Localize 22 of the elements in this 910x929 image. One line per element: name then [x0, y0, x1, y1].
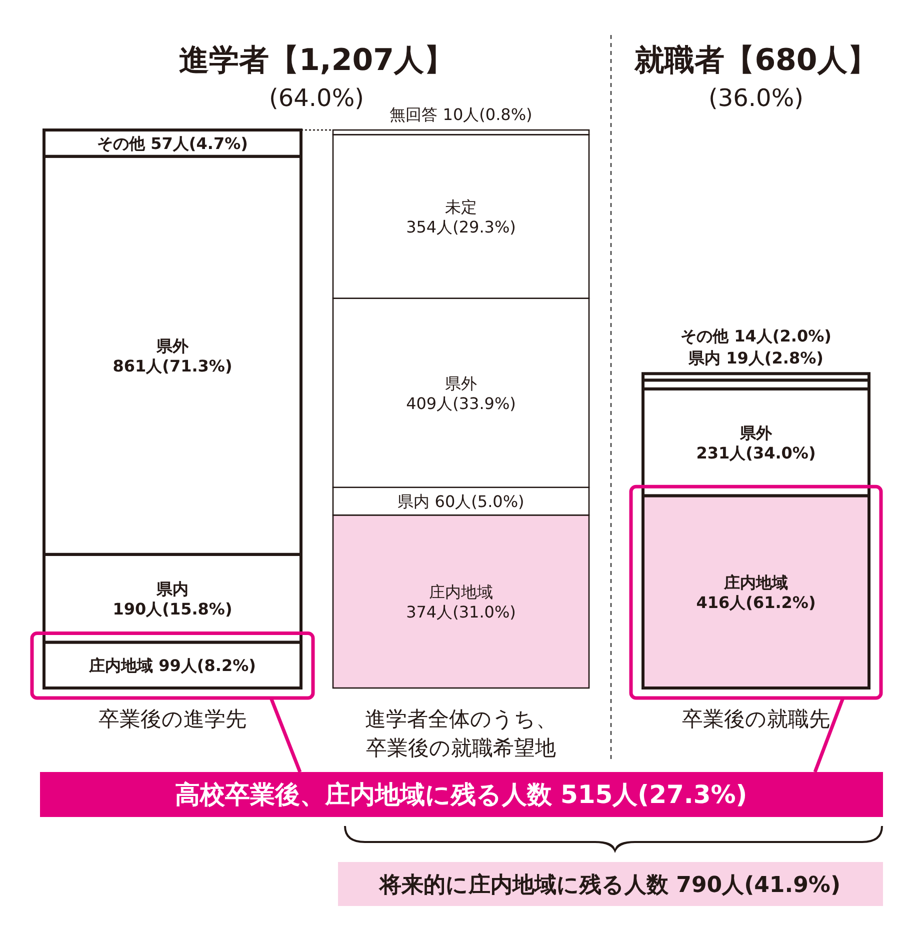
data-label: 県内 60人(5.0%): [398, 492, 524, 512]
data-label: 県外 231人(34.0%): [696, 423, 816, 462]
text: (36.0%): [708, 84, 804, 112]
data-label: 未定 354人(29.3%): [406, 197, 516, 236]
data-label: その他 57人(4.7%): [97, 134, 248, 154]
data-label: 無回答 10人(0.8%): [390, 105, 532, 124]
x-tick-label: 卒業後の就職先: [682, 707, 830, 731]
data-label: 県内 19人(2.8%): [688, 348, 824, 368]
data-label: その他 14人(2.0%): [680, 326, 832, 346]
text: 就職者【680人】: [634, 43, 878, 78]
data-label: 県外 409人(33.9%): [406, 374, 516, 413]
data-label: 県外 861人(71.3%): [112, 336, 232, 376]
data-label: 県内 190人(15.8%): [112, 579, 232, 618]
data-label: 庄内地域 99人(8.2%): [88, 656, 256, 676]
x-tick-label: 卒業後の進学先: [98, 707, 246, 731]
text: 高校卒業後、庄内地域に残る人数 515人(27.3%): [174, 780, 748, 809]
text: 進学者【1,207人】: [179, 43, 454, 78]
text: (64.0%): [269, 84, 364, 112]
data-label: 庄内地域 374人(31.0%): [406, 582, 516, 622]
x-tick-label: 進学者全体のうち、卒業後の就職希望地: [365, 707, 557, 760]
text: 将来的に庄内地域に残る人数 790人(41.9%): [378, 872, 841, 898]
data-label: 庄内地域 416人(61.2%): [696, 572, 816, 612]
